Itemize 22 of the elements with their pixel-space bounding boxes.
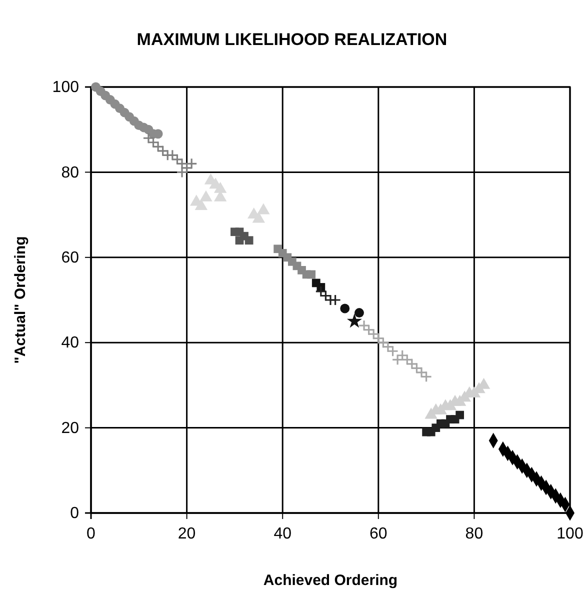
y-axis-title: "Actual" Ordering [12, 236, 29, 364]
x-tick-label: 60 [370, 525, 388, 542]
y-tick-label: 100 [52, 79, 80, 96]
point [186, 158, 198, 170]
x-tick-label: 100 [556, 525, 584, 542]
point [244, 236, 254, 245]
y-tick-label: 0 [70, 505, 80, 522]
point [340, 304, 350, 314]
x-tick-label: 0 [86, 525, 96, 542]
y-tick-label: 40 [61, 334, 80, 352]
x-tick-label: 40 [274, 525, 292, 542]
y-tick-label: 60 [61, 250, 80, 267]
point [346, 313, 362, 328]
point [307, 270, 316, 279]
point [354, 308, 364, 318]
y-tick-label: 80 [61, 164, 80, 182]
y-tick-label: 20 [61, 420, 80, 437]
x-tick-label: 80 [465, 525, 484, 542]
point [456, 410, 464, 420]
chart-title: MAXIMUM LIKELIHOOD REALIZATION [136, 30, 448, 49]
x-axis-title: Achieved Ordering [263, 572, 398, 589]
x-tick-label: 20 [178, 525, 196, 542]
